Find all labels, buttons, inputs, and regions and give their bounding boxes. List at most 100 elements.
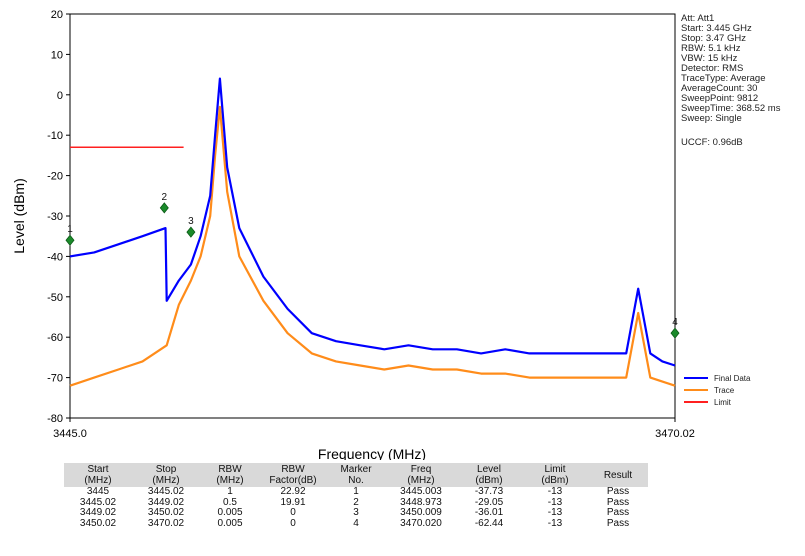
setting-line: Stop: 3.47 GHz (681, 33, 746, 44)
marker-label: 4 (672, 317, 678, 328)
results-header-row: Start (MHz) Stop (MHz) RBW (MHz) RBW Factor(… (64, 463, 648, 487)
table-cell: -36.01 (474, 507, 504, 518)
table-cell: -37.73 (474, 486, 504, 497)
table-cell: 1 (353, 486, 359, 497)
table-cell: 3445.02 (147, 486, 185, 497)
marker-point (159, 202, 169, 214)
y-tick-label: -30 (47, 211, 63, 223)
x-tick-label: 3470.02 (655, 428, 695, 440)
y-axis-label: Level (dBm) (11, 178, 27, 253)
y-tick-label: 10 (51, 49, 63, 61)
table-cell: 3445 (86, 486, 110, 497)
setting-line: VBW: 15 kHz (681, 53, 738, 64)
table-cell: Pass (606, 517, 630, 529)
table-cell: 0 (290, 517, 296, 529)
y-tick-label: -80 (47, 413, 63, 425)
y-tick-label: 0 (57, 90, 63, 102)
setting-line: Detector: RMS (681, 63, 744, 74)
x-axis-label: Frequency (MHz) (318, 446, 426, 460)
y-tick-label: -10 (47, 130, 63, 142)
legend-item-final-data: Final Data (684, 372, 750, 384)
table-row: 3450.02 3470.02 0.005 0 4 3470.020 -62.4… (64, 517, 648, 530)
measurement-settings: Att: Att1 Start: 3.445 GHz Stop: 3.47 GH… (681, 14, 780, 148)
table-row: 3445 3445.02 1 22.92 1 3445.003 -37.73 -… (64, 486, 648, 498)
table-cell: -13 (547, 496, 563, 508)
y-tick-label: 20 (51, 9, 63, 21)
plot-area (69, 13, 676, 419)
column-header: Level (dBm) (456, 463, 522, 487)
legend-label: Final Data (714, 373, 751, 383)
spectrum-chart: 20 10 0 -10 -20 -30 -40 -50 -60 -70 -80 3445.0 3470… (11, 9, 695, 460)
marker-label: 3 (188, 216, 194, 227)
y-tick-label: -40 (47, 251, 63, 263)
setting-line: AverageCount: 30 (681, 83, 758, 94)
setting-line: Att: Att1 (681, 13, 715, 24)
table-row: 3449.02 3450.02 0.005 0 3 3450.009 -36.0… (64, 507, 648, 519)
table-cell: 0.005 (217, 507, 243, 518)
column-header: Stop (MHz) (132, 463, 200, 487)
table-row: 3445.02 3449.02 0.5 19.91 2 3448.973 -29… (64, 496, 648, 509)
table-cell: 1 (227, 486, 233, 497)
table-cell: 3445.003 (400, 486, 442, 497)
series-line-final-data (69, 77, 676, 367)
x-tick-label: 3445.0 (53, 428, 87, 440)
table-cell: 0.5 (223, 496, 237, 508)
column-header: Result (588, 463, 648, 487)
column-header: RBW (MHz) (200, 463, 260, 487)
setting-line: Start: 3.445 GHz (681, 23, 752, 34)
table-cell: 0.005 (217, 517, 243, 529)
y-tick-label: -50 (47, 292, 63, 304)
legend-item-trace: Trace (684, 384, 750, 396)
legend-swatch (684, 389, 708, 391)
column-header: Start (MHz) (64, 463, 132, 487)
table-cell: 3 (353, 507, 359, 518)
table-cell: -13 (547, 517, 563, 529)
table-cell: 3448.973 (400, 496, 442, 508)
legend-swatch (684, 401, 708, 403)
legend-label: Limit (714, 397, 731, 407)
legend-swatch (684, 377, 708, 379)
table-cell: 2 (353, 496, 359, 508)
column-header: Freq (MHz) (386, 463, 456, 487)
legend-label: Trace (714, 385, 735, 395)
marker-point (670, 327, 680, 339)
table-cell: Pass (606, 507, 630, 518)
table-cell: 19.91 (280, 496, 306, 508)
setting-line: SweepTime: 368.52 ms (681, 103, 781, 114)
y-tick-label: -70 (47, 373, 63, 385)
table-cell: 3450.009 (400, 507, 442, 518)
table-cell: 3449.02 (147, 496, 185, 508)
table-cell: 3470.020 (400, 517, 442, 529)
table-cell: Pass (606, 486, 630, 497)
marker-label: 1 (67, 224, 73, 235)
setting-line: SweepPoint: 9812 (681, 93, 759, 104)
marker-label: 2 (162, 192, 168, 203)
table-cell: -29.05 (474, 496, 504, 508)
table-cell: 0 (290, 507, 296, 518)
setting-line: Sweep: Single (681, 113, 742, 124)
uccf-value: UCCF: 0.96dB (681, 137, 743, 148)
setting-line: TraceType: Average (681, 73, 766, 84)
table-cell: -62.44 (474, 517, 504, 529)
series-line-trace (69, 105, 676, 387)
chart-legend: Final Data Trace Limit (684, 372, 750, 408)
marker-point (65, 234, 75, 246)
legend-item-limit: Limit (684, 396, 750, 408)
column-header: Marker No. (326, 463, 386, 487)
table-cell: 4 (353, 517, 359, 529)
table-cell: 3450.02 (147, 507, 185, 518)
table-cell: 3449.02 (79, 507, 117, 518)
column-header: RBW Factor(dB) (260, 463, 326, 487)
results-table: Start (MHz) Stop (MHz) RBW (MHz) RBW Factor(… (64, 463, 648, 529)
setting-line: RBW: 5.1 kHz (681, 43, 741, 54)
y-tick-label: -60 (47, 332, 63, 344)
table-cell: 22.92 (280, 486, 306, 497)
marker-point (186, 226, 196, 238)
table-cell: 3445.02 (79, 496, 117, 508)
table-cell: -13 (547, 486, 563, 497)
table-cell: 3470.02 (147, 517, 185, 529)
column-header: Limit (dBm) (522, 463, 588, 487)
table-cell: 3450.02 (79, 517, 117, 529)
y-tick-label: -20 (47, 171, 63, 183)
table-cell: -13 (547, 507, 563, 518)
